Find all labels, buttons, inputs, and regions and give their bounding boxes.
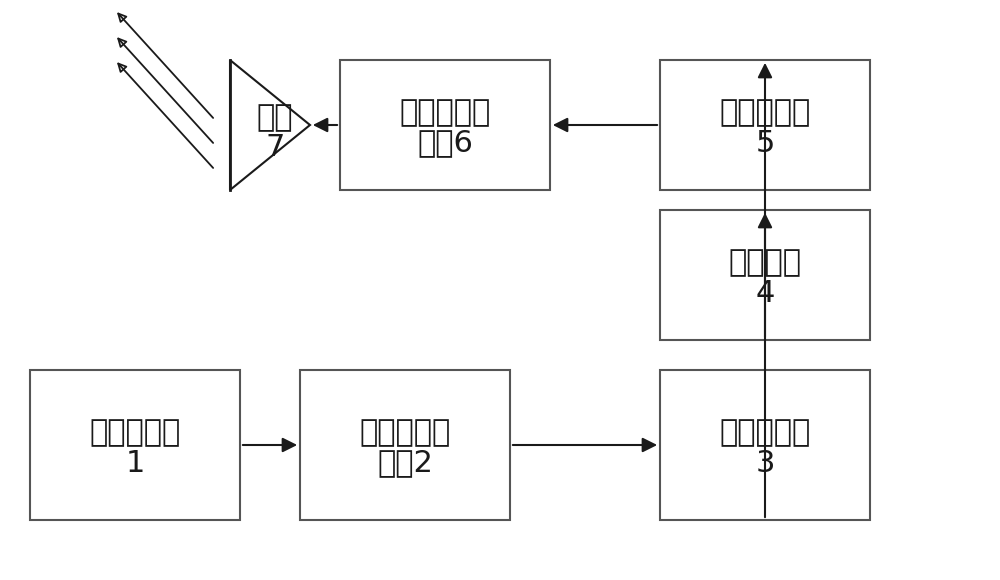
Text: 上变频器: 上变频器 <box>728 248 802 277</box>
Text: 4: 4 <box>755 278 775 307</box>
Bar <box>30 370 240 520</box>
Text: 数模转换器: 数模转换器 <box>719 419 811 448</box>
Text: 5: 5 <box>755 129 775 158</box>
Text: 低噪放大器: 低噪放大器 <box>719 99 811 128</box>
Text: 振子: 振子 <box>257 103 293 132</box>
Text: 波形发生器: 波形发生器 <box>89 419 181 448</box>
Text: 一级调制移: 一级调制移 <box>359 419 451 448</box>
Text: 7: 7 <box>265 133 285 162</box>
Text: 3: 3 <box>755 448 775 477</box>
Text: 相器2: 相器2 <box>377 448 433 477</box>
Text: 相器6: 相器6 <box>417 129 473 158</box>
Bar <box>660 370 870 520</box>
Bar <box>300 370 510 520</box>
Bar <box>340 60 550 190</box>
Bar <box>660 60 870 190</box>
Text: 1: 1 <box>125 448 145 477</box>
Text: 二级调制移: 二级调制移 <box>399 99 491 128</box>
Bar <box>660 210 870 340</box>
